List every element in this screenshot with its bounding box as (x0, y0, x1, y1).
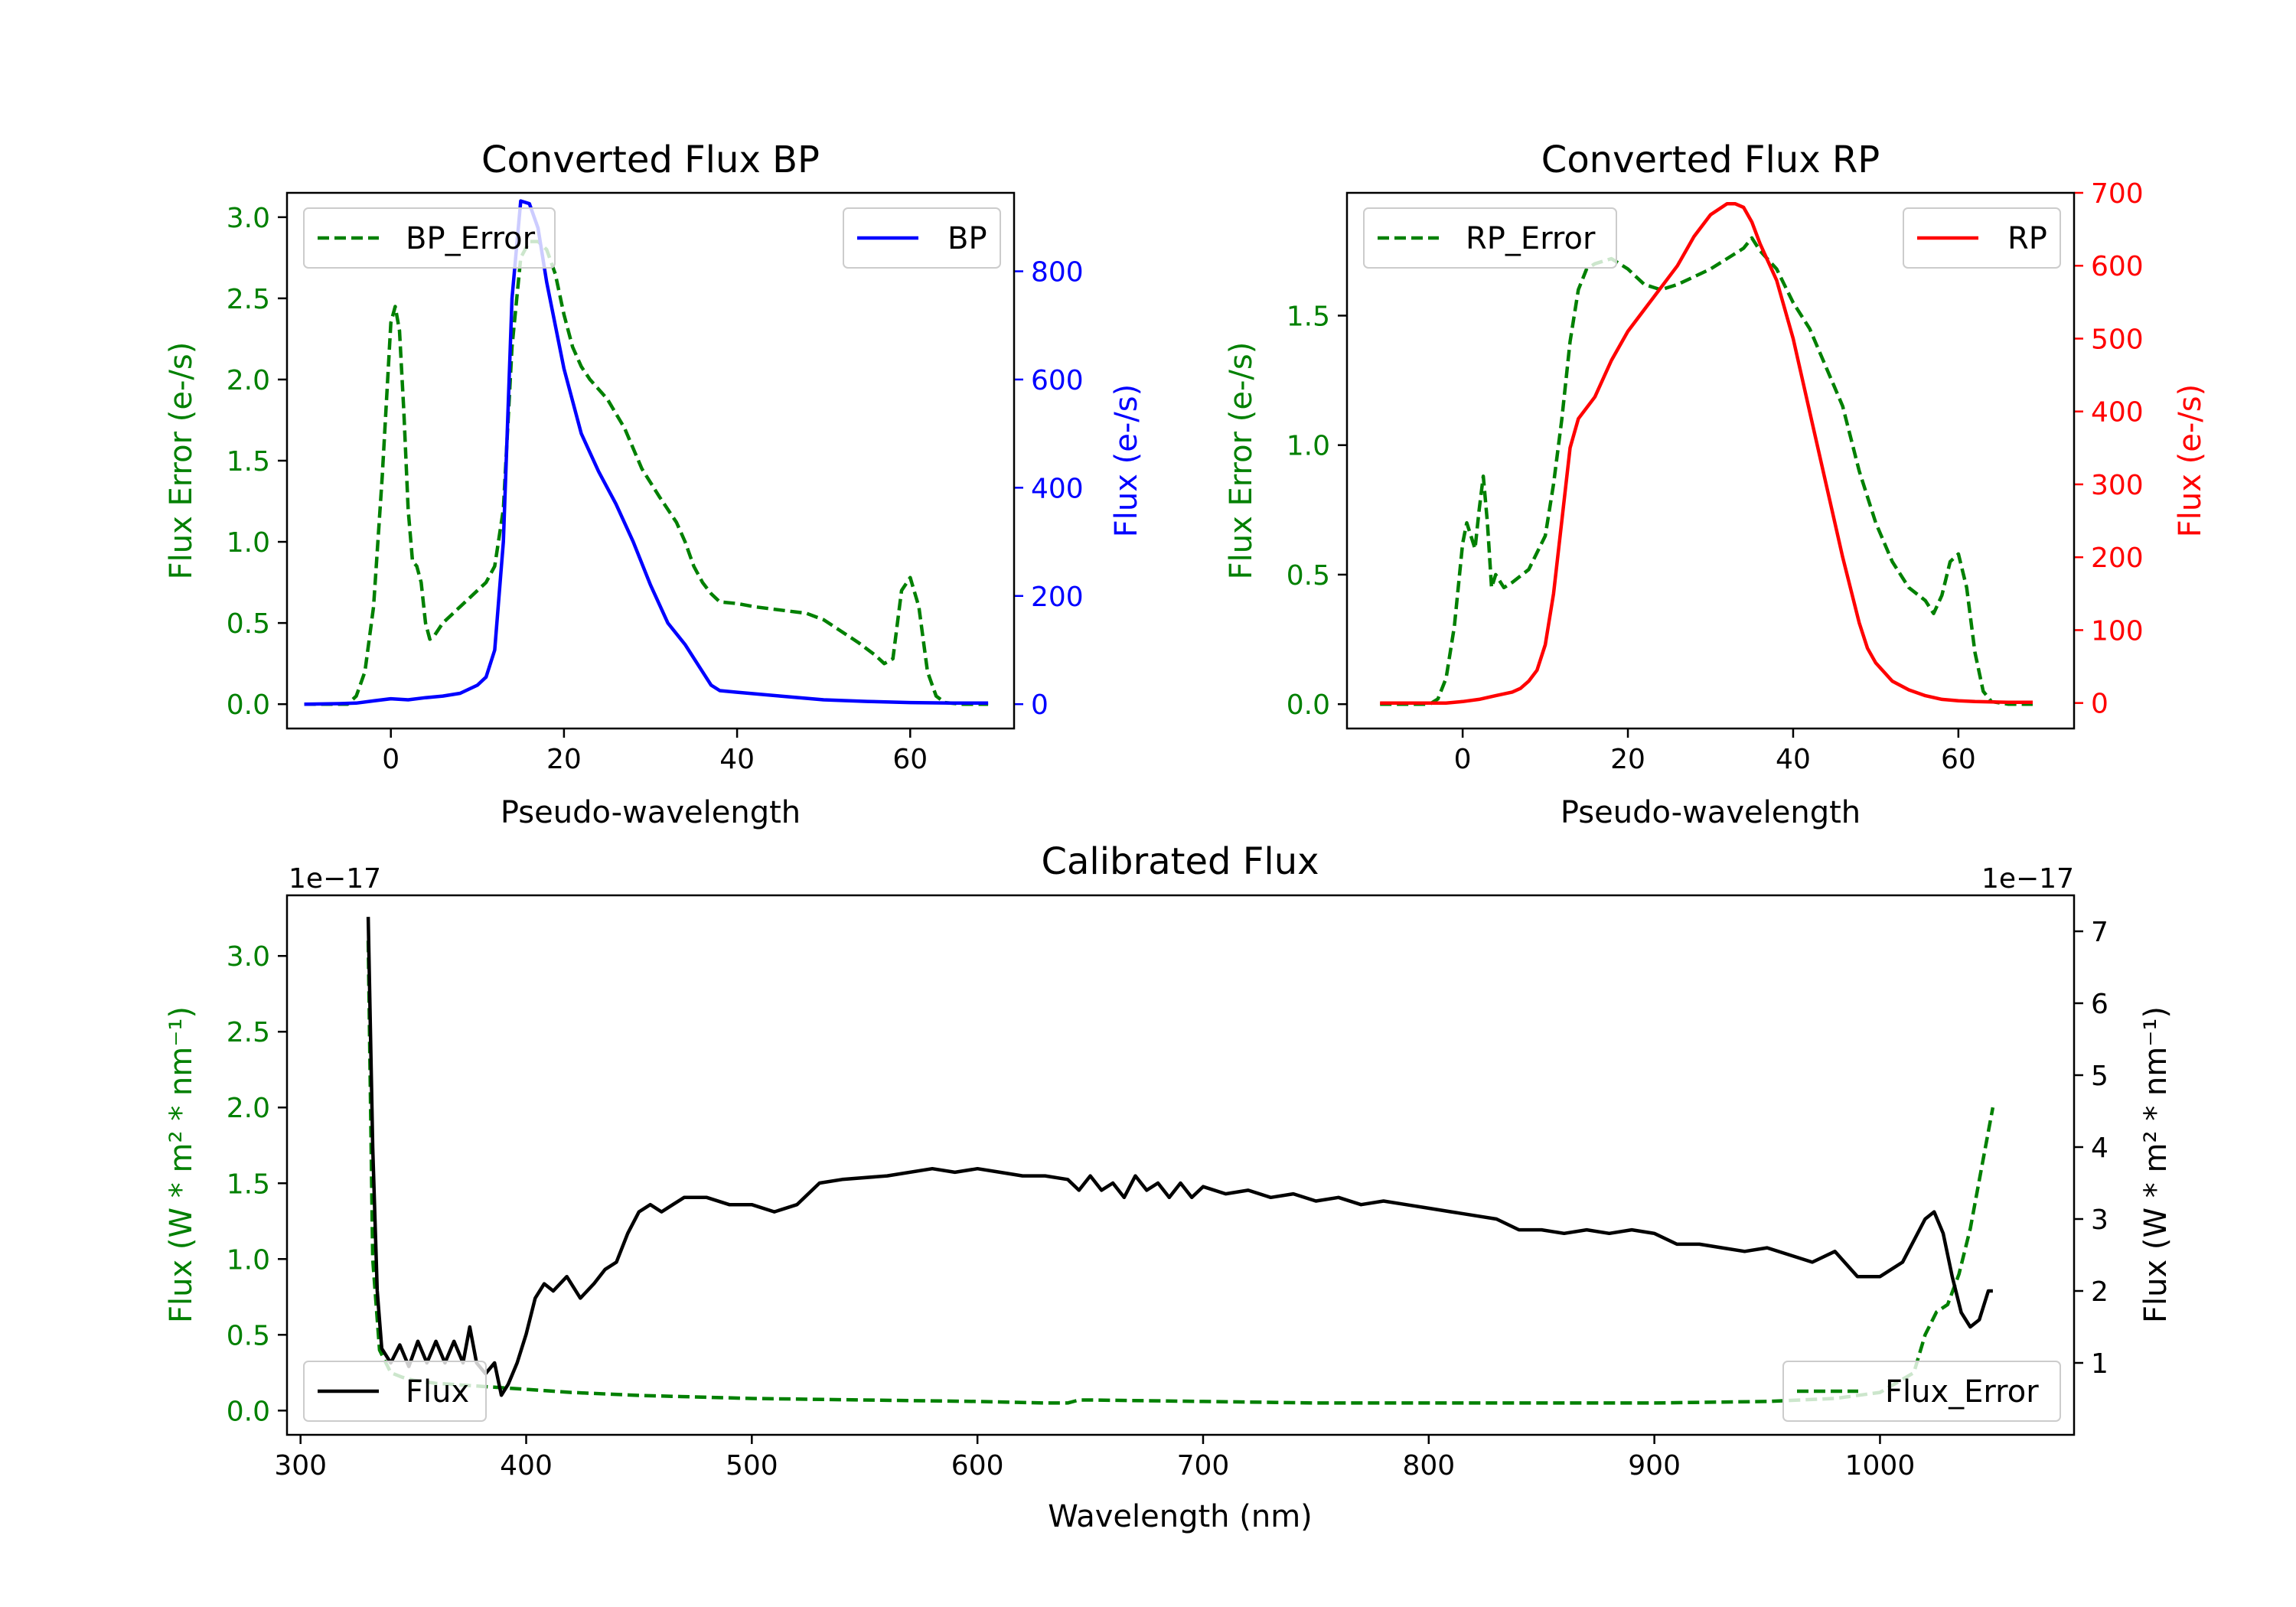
bp-xlabel: Pseudo-wavelength (501, 795, 801, 830)
rp-ytick-right-label: 700 (2091, 178, 2144, 210)
bp-title: Converted Flux BP (481, 139, 820, 181)
rp-ytick-left-label: 1.0 (1287, 431, 1330, 462)
bp-legend-error-label: BP_Error (406, 221, 536, 256)
cal-ytick-right-label: 6 (2091, 989, 2108, 1020)
rp-legend-error-box (1363, 207, 1617, 269)
rp-xtick-label: 40 (1776, 744, 1811, 775)
cal-ytick-right-label: 4 (2091, 1133, 2108, 1164)
bp-ytick-left-label: 1.0 (227, 527, 270, 559)
rp-ytick-right-label: 100 (2091, 615, 2144, 647)
cal-ytick-right-label: 1 (2091, 1348, 2108, 1380)
rp-ytick-right-label: 0 (2091, 689, 2108, 720)
cal-legend-error-box (1782, 1361, 2061, 1422)
calibrated-subplot: Calibrated Flux 1e−17 1e−17 300 400 500 600… (164, 840, 2174, 1534)
bp-ylabel-left: Flux Error (e-/s) (164, 342, 199, 580)
rp-ytick-right-label: 300 (2091, 470, 2144, 501)
rp-series-rp (1380, 202, 2033, 705)
cal-offset-left: 1e−17 (289, 863, 381, 895)
bp-legend-flux-box (843, 207, 1001, 269)
rp-xtick-label: 60 (1941, 744, 1976, 775)
cal-ytick-left-label: 0.5 (227, 1320, 270, 1351)
rp-title: Converted Flux RP (1541, 139, 1880, 181)
bp-legend-flux: BP (843, 207, 1001, 269)
cal-ytick-left-label: 3.0 (227, 941, 270, 973)
rp-axes-frame (1345, 191, 2076, 730)
bp-ytick-right-label: 200 (1031, 582, 1084, 613)
bp-ytick-left-label: 3.0 (227, 203, 270, 234)
rp-ylabel-right: Flux (e-/s) (2173, 384, 2208, 537)
cal-ytick-right-label: 7 (2091, 917, 2108, 948)
bp-ytick-left-label: 1.5 (227, 446, 270, 478)
rp-xtick-label: 0 (1454, 744, 1472, 775)
rp-legend-error-label: RP_Error (1466, 221, 1596, 256)
bp-axes-frame (285, 191, 1016, 730)
rp-ylabel-left: Flux Error (e-/s) (1224, 342, 1259, 580)
bp-ytick-right-label: 0 (1031, 689, 1049, 721)
rp-legend-error: RP_Error (1363, 207, 1617, 269)
cal-legend-flux-label: Flux (406, 1374, 469, 1410)
cal-ytick-right-label: 5 (2091, 1061, 2108, 1092)
rp-subplot: Converted Flux RP 0 20 40 60 0.0 0.5 1.0 1.5 0 10… (1224, 139, 2208, 830)
rp-xtick-label: 20 (1610, 744, 1645, 775)
bp-ytick-left-label: 2.5 (227, 284, 270, 315)
rp-xlabel: Pseudo-wavelength (1561, 795, 1861, 830)
cal-xtick-label: 800 (1402, 1450, 1455, 1482)
bp-series-bp (304, 199, 989, 706)
cal-ylabel-left: Flux (W * m² * nm⁻¹) (164, 1006, 199, 1323)
bp-series-bp-error (304, 240, 989, 706)
bp-legend-error: BP_Error (303, 207, 556, 269)
bp-legend-flux-label: BP (947, 221, 987, 256)
cal-legend-error: Flux_Error (1782, 1361, 2061, 1422)
cal-ytick-left-label: 0.0 (227, 1396, 270, 1427)
cal-legend-flux: Flux (303, 1361, 487, 1422)
cal-xtick-label: 600 (951, 1450, 1004, 1482)
bp-xtick-label: 40 (719, 744, 755, 775)
rp-ytick-right-label: 400 (2091, 397, 2144, 429)
bp-ytick-left-label: 0.0 (227, 689, 270, 721)
rp-legend-flux-label: RP (2007, 221, 2047, 256)
cal-xtick-label: 300 (274, 1450, 327, 1482)
cal-xtick-label: 1000 (1845, 1450, 1916, 1482)
cal-xlabel: Wavelength (nm) (1048, 1499, 1313, 1534)
bp-ylabel-right: Flux (e-/s) (1109, 384, 1144, 537)
cal-xtick-label: 500 (726, 1450, 778, 1482)
cal-legend-error-label: Flux_Error (1885, 1374, 2039, 1410)
cal-ytick-right-label: 2 (2091, 1276, 2108, 1308)
cal-ytick-left-label: 1.0 (227, 1244, 270, 1276)
cal-offset-right: 1e−17 (1981, 863, 2074, 895)
cal-axes-frame (285, 894, 2076, 1436)
cal-ytick-right-label: 3 (2091, 1204, 2108, 1236)
cal-ytick-left-label: 1.5 (227, 1169, 270, 1200)
bp-ytick-right-label: 400 (1031, 473, 1084, 504)
bp-subplot: Converted Flux BP 0 20 40 60 0.0 0.5 1.0 1.5 2.0… (164, 139, 1144, 830)
bp-xtick-label: 20 (546, 744, 582, 775)
cal-xtick-label: 700 (1177, 1450, 1230, 1482)
rp-ytick-left-label: 0.5 (1287, 560, 1330, 592)
rp-legend-flux-box (1903, 207, 2061, 269)
bp-xtick-label: 60 (892, 744, 928, 775)
bp-xtick-label: 0 (382, 744, 400, 775)
cal-xtick-label: 900 (1628, 1450, 1681, 1482)
rp-series-rp-error (1380, 236, 2033, 706)
rp-ytick-right-label: 600 (2091, 251, 2144, 282)
rp-ytick-left-label: 0.0 (1287, 689, 1330, 721)
cal-series-flux (366, 917, 1993, 1397)
rp-ytick-right-label: 500 (2091, 324, 2144, 355)
rp-ytick-left-label: 1.5 (1287, 301, 1330, 332)
bp-ytick-right-label: 800 (1031, 257, 1084, 288)
bp-ytick-left-label: 2.0 (227, 365, 270, 396)
cal-ytick-left-label: 2.0 (227, 1093, 270, 1124)
cal-ylabel-right: Flux (W * m² * nm⁻¹) (2138, 1006, 2174, 1323)
rp-legend-flux: RP (1903, 207, 2061, 269)
cal-xtick-label: 400 (500, 1450, 553, 1482)
rp-ytick-right-label: 200 (2091, 543, 2144, 574)
bp-ytick-right-label: 600 (1031, 365, 1084, 396)
cal-legend-flux-box (303, 1361, 487, 1422)
bp-legend-error-box (303, 207, 556, 269)
bp-ytick-left-label: 0.5 (227, 608, 270, 640)
cal-title: Calibrated Flux (1041, 840, 1319, 883)
cal-ytick-left-label: 2.5 (227, 1017, 270, 1048)
